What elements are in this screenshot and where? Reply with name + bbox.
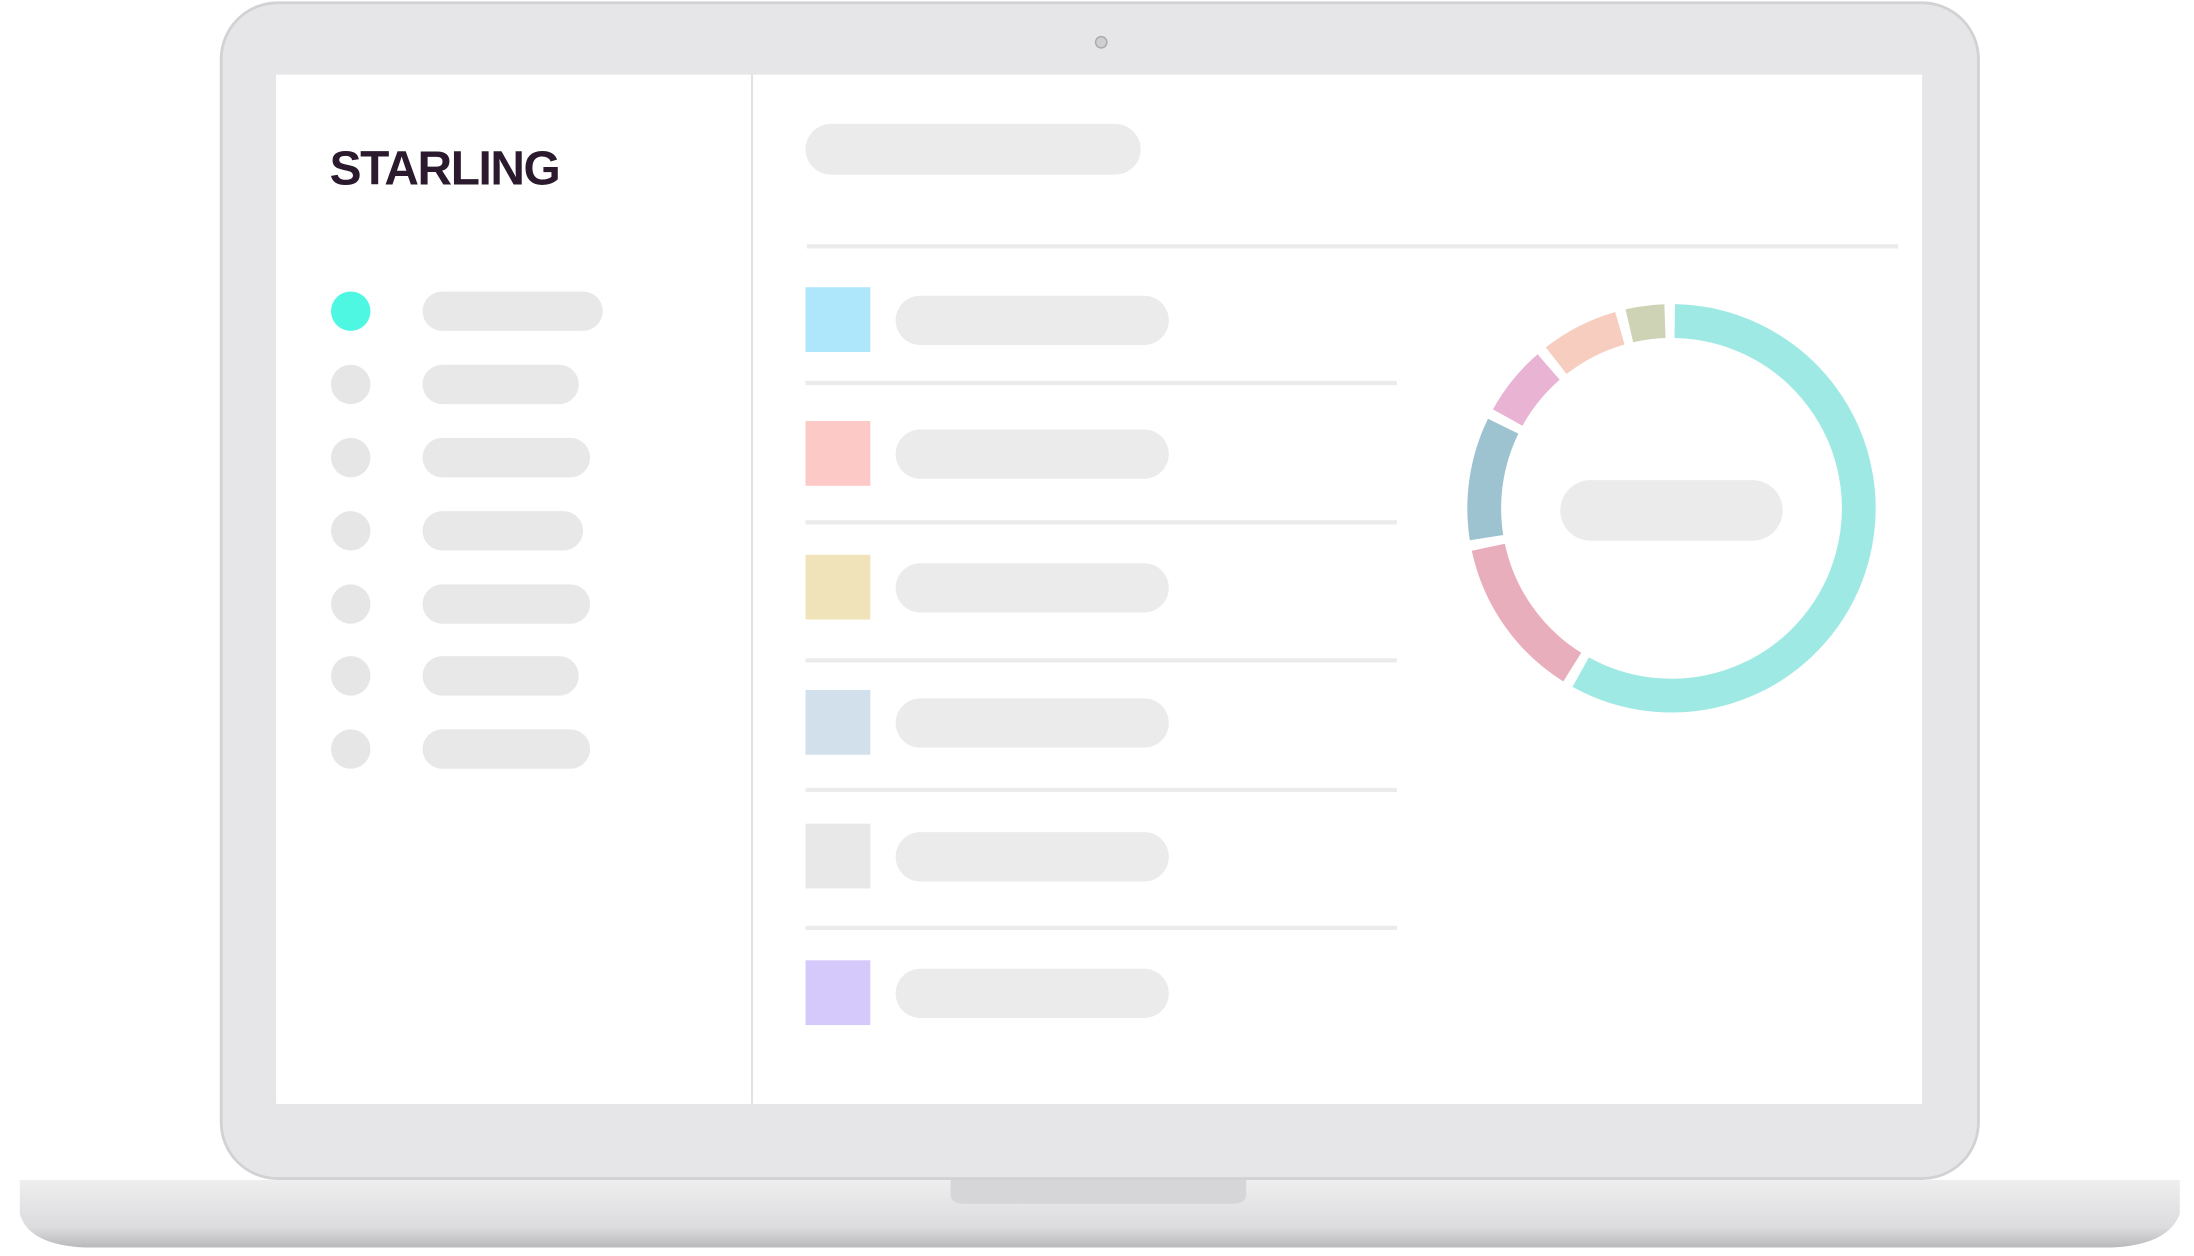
base-notch <box>950 1179 1247 1204</box>
legend-swatch <box>805 960 871 1026</box>
legend-swatch <box>805 287 871 353</box>
nav-placeholder <box>422 584 591 624</box>
legend-swatch <box>805 823 871 889</box>
nav-placeholder <box>422 656 579 696</box>
legend-list <box>805 287 1397 1026</box>
legend-placeholder <box>895 563 1169 613</box>
nav-placeholder <box>422 437 591 478</box>
donut-segment <box>1492 354 1561 427</box>
nav-dot <box>331 656 371 696</box>
donut-center-placeholder <box>1560 480 1783 541</box>
legend-swatch <box>805 689 871 755</box>
laptop-base <box>19 1179 2180 1248</box>
donut-segment <box>1545 312 1625 375</box>
nav-placeholder <box>422 291 603 331</box>
donut-segment <box>1471 543 1582 682</box>
donut-segment <box>1467 418 1519 541</box>
nav-placeholder <box>422 511 584 551</box>
sidebar-nav <box>331 291 603 769</box>
nav-dot <box>331 437 371 478</box>
legend-placeholder <box>895 295 1169 345</box>
legend-placeholder <box>895 698 1169 748</box>
nav-dot <box>331 729 371 769</box>
legend-swatch <box>805 554 871 620</box>
nav-dot <box>331 291 371 331</box>
camera <box>1094 35 1108 49</box>
nav-dot <box>331 584 371 624</box>
legend-placeholder <box>895 968 1169 1019</box>
legend-swatch <box>805 421 871 486</box>
nav-dot <box>331 364 371 405</box>
legend-placeholder <box>895 832 1169 882</box>
brand-logo: STARLING <box>330 142 560 195</box>
nav-placeholder <box>422 729 591 769</box>
donut-segment <box>1625 304 1666 343</box>
donut-graphic <box>1467 304 1876 713</box>
donut-segment <box>1572 304 1876 713</box>
nav-dot <box>331 511 371 551</box>
nav-placeholder <box>422 364 579 405</box>
title-placeholder <box>805 123 1141 175</box>
legend-placeholder <box>895 429 1169 479</box>
